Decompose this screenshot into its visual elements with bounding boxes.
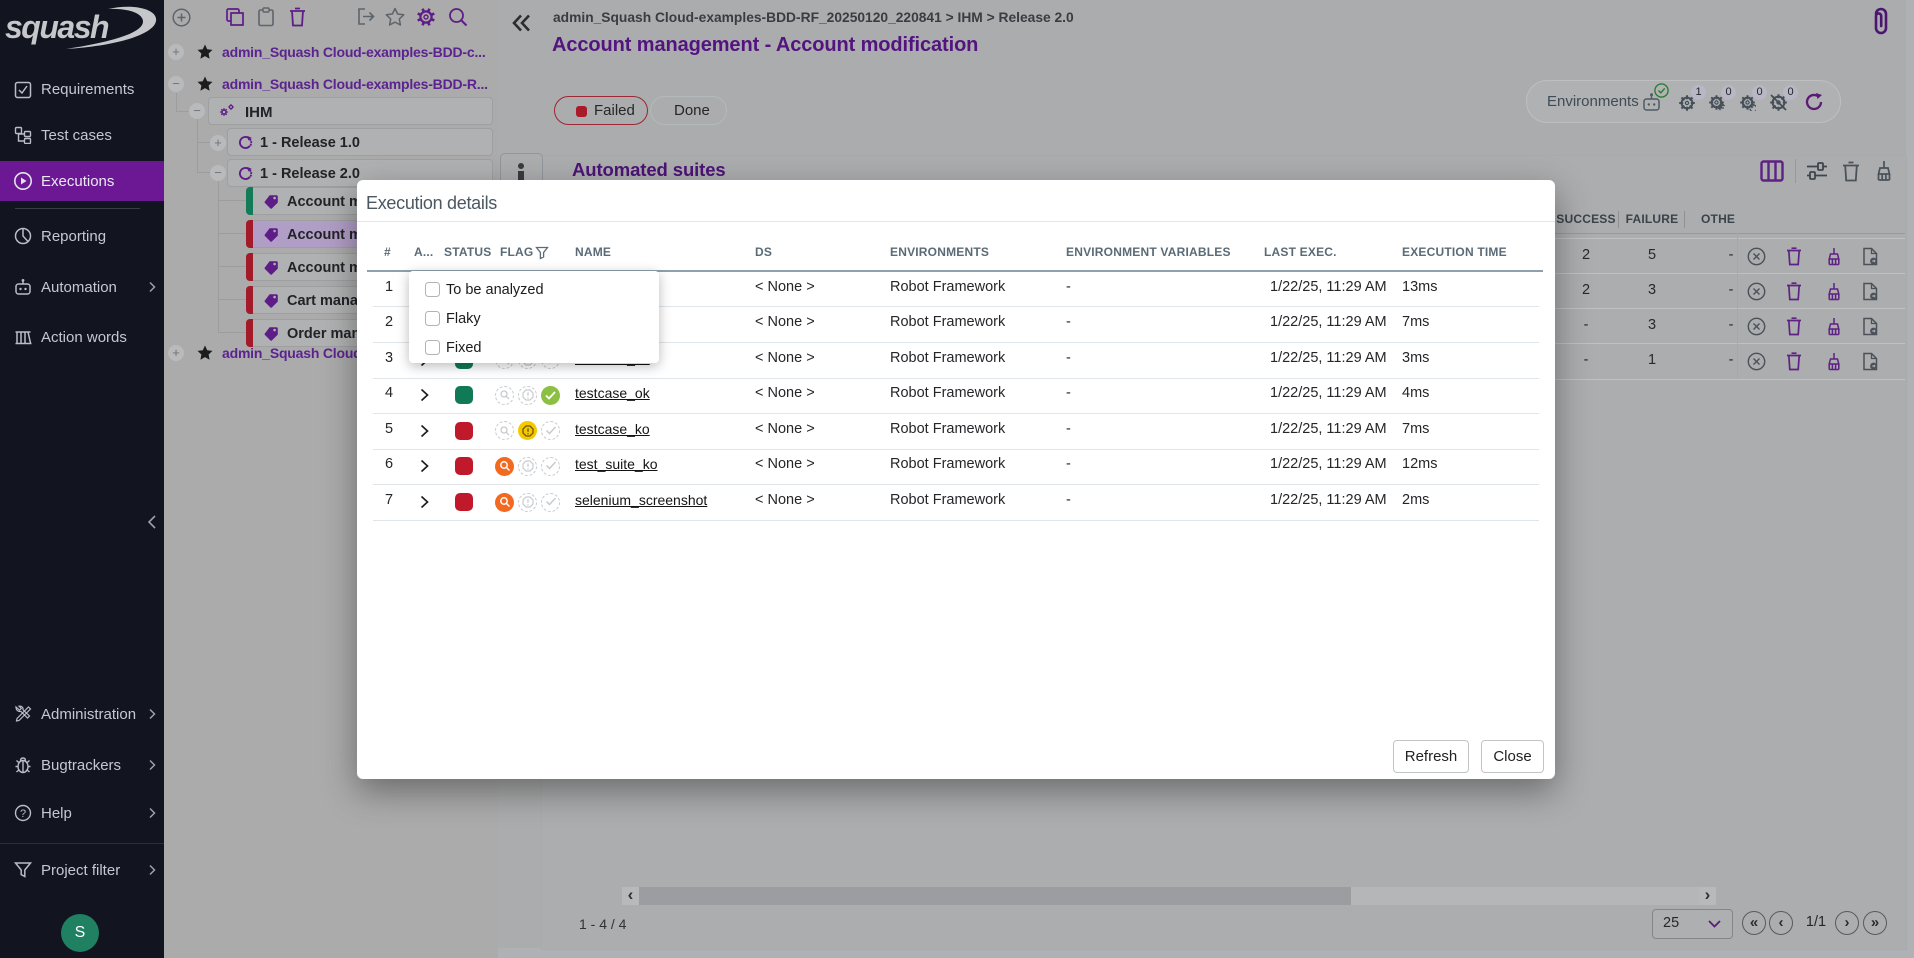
svg-text:?: ? bbox=[20, 808, 26, 820]
svg-text:squash: squash bbox=[5, 9, 109, 45]
